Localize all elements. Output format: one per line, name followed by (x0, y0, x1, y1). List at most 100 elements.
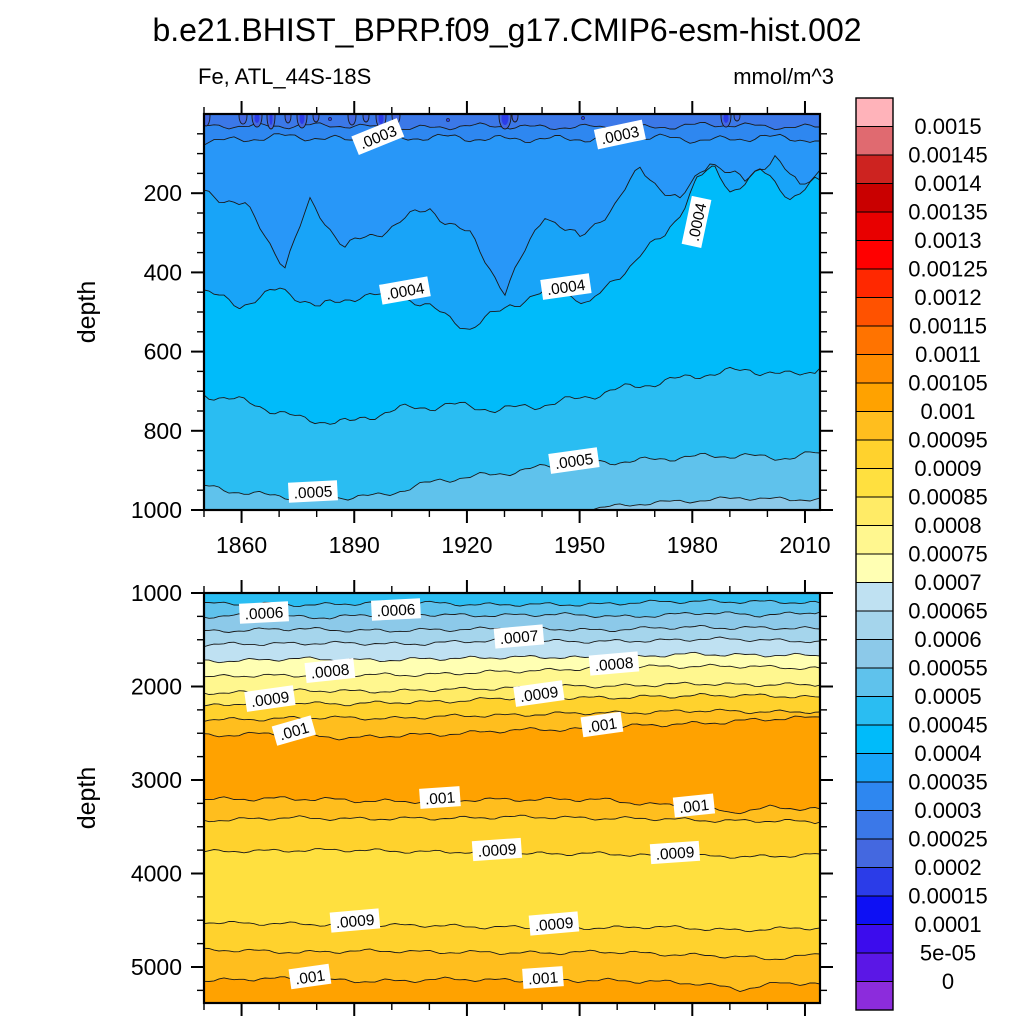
colorbar-box (855, 981, 894, 1011)
contour-band-0.00055 (592, 496, 820, 510)
colorbar-label: 5e-05 (920, 941, 976, 966)
colorbar-box (855, 496, 894, 526)
colorbar-box (855, 268, 894, 298)
contour-label-text: .0007 (499, 628, 539, 648)
colorbar-label: 0.0005 (914, 684, 981, 709)
contour-label-box (580, 711, 624, 738)
surface-low-fe-blob (284, 114, 292, 124)
colorbar-box (855, 240, 894, 270)
contour-label: .0009 (244, 685, 296, 712)
contour-label-box (593, 119, 646, 150)
colorbar-label: 0.0011 (915, 342, 981, 367)
y-tick-label: 600 (144, 339, 182, 365)
colorbar-label: 0.00135 (908, 200, 988, 225)
contour-label-box (370, 598, 421, 621)
colorbar-border (855, 97, 894, 1011)
contour-label: .0007 (493, 624, 545, 649)
colorbar-label: 0.0006 (914, 627, 981, 652)
surface-low-fe-blob-core (501, 114, 509, 125)
contour-label-text: .0006 (376, 601, 416, 620)
contour-line-0.00055 (560, 496, 820, 510)
contour-line-0.00085 (204, 681, 820, 695)
surface-low-fe-blob-core (269, 114, 273, 125)
y-axis-title: depth (73, 281, 101, 344)
colorbar-box (855, 895, 894, 925)
surface-low-fe-blob-core (299, 114, 305, 124)
contour-label-text: .001 (294, 967, 326, 988)
colorbar-label: 0.0002 (914, 855, 981, 880)
contour-label: .0004 (540, 273, 592, 300)
contour-label-box (522, 966, 564, 989)
upper-panel-field (204, 114, 820, 510)
contour-label-box (649, 840, 701, 865)
colorbar-label: 0.00035 (908, 770, 988, 795)
colorbar-label: 0.001 (920, 399, 975, 424)
contour-label-text: .001 (424, 789, 455, 808)
contour-label-text: .001 (586, 715, 618, 736)
contour-label: .0006 (238, 601, 289, 624)
y-tick-label: 200 (144, 180, 182, 206)
contour-label-box (271, 715, 317, 746)
contour-label-box (588, 651, 640, 676)
contour-label: .0003 (593, 119, 646, 150)
contour-label-text: .0008 (310, 662, 350, 683)
contour-label: .0009 (513, 680, 565, 707)
colorbar-box (855, 211, 894, 241)
colorbar-box (855, 468, 894, 498)
colorbar-box (855, 582, 894, 612)
contour-label-text: .001 (678, 797, 710, 817)
contour-line-0.0004 (204, 165, 820, 330)
contour-label-text: .0006 (244, 604, 284, 623)
contour-label: .001 (672, 793, 716, 818)
contour-label: .001 (580, 711, 624, 738)
colorbar-label: 0.00015 (908, 884, 988, 909)
colorbar-box (855, 838, 894, 868)
contour-label: .0004 (379, 276, 431, 305)
contour-label-box (288, 963, 332, 990)
colorbar-box (855, 553, 894, 583)
contour-label-text: .0005 (293, 483, 333, 502)
colorbar-box (855, 525, 894, 555)
colorbar-label: 0.00025 (908, 827, 988, 852)
contour-label-box (287, 480, 338, 503)
colorbar-label: 0.0003 (914, 798, 981, 823)
colorbar-label: 0.0014 (914, 171, 981, 196)
lower-panel-field (204, 593, 820, 1003)
colorbar-box (855, 924, 894, 954)
colorbar-box (855, 724, 894, 754)
surface-low-fe-blob (733, 114, 741, 122)
colorbar-box (855, 183, 894, 213)
contour-label: .0005 (287, 480, 338, 503)
lower-panel-border (202, 591, 822, 1005)
colorbar-label: 0 (942, 969, 954, 994)
colorbar-label: 0.00125 (908, 257, 988, 282)
contour-line-0.00035 (204, 154, 820, 297)
contour-band-0.001 (204, 976, 820, 1003)
colorbar-box (855, 411, 894, 441)
contour-line-0.0008 (204, 663, 820, 678)
colorbar-label: 0.00115 (909, 314, 987, 339)
contour-label: .001 (288, 963, 332, 990)
contour-label-box (548, 447, 600, 474)
y-tick-label: 5000 (131, 954, 182, 980)
colorbar-label: 0.00145 (908, 143, 988, 168)
contour-label: .001 (522, 966, 564, 989)
colorbar-box (855, 952, 894, 982)
surface-low-fe-blob (312, 114, 320, 123)
y-tick-label: 4000 (131, 861, 182, 887)
x-tick-label: 1890 (329, 532, 380, 558)
contour-label-text: .0008 (594, 655, 634, 675)
colorbar-box (855, 667, 894, 697)
contour-line-0.00095 (204, 814, 820, 825)
colorbar-label: 0.00085 (908, 485, 988, 510)
colorbar-box (855, 325, 894, 355)
contour-label: .0005 (548, 447, 600, 474)
x-tick-label: 1980 (667, 532, 718, 558)
contour-label-text: .0009 (335, 912, 375, 932)
contour-label-text: .0009 (534, 915, 574, 935)
surface-dot (581, 116, 585, 120)
contour-label: .0009 (329, 908, 381, 933)
contour-label: .0009 (649, 840, 701, 865)
contour-line-0.00055 (204, 599, 820, 608)
